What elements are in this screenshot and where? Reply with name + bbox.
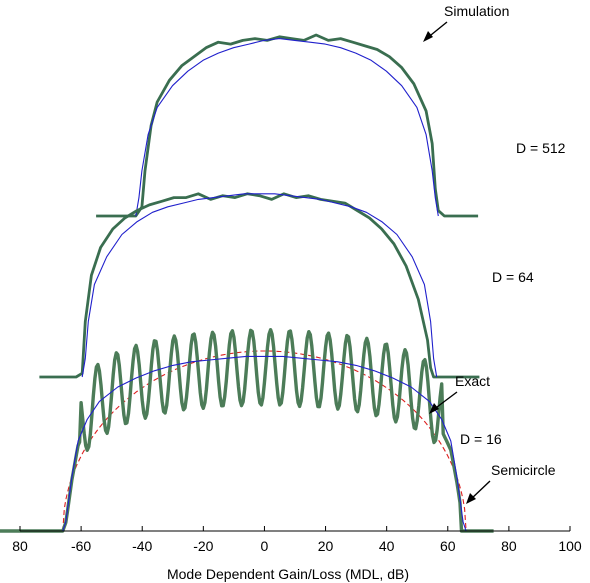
series-exact-d512	[135, 38, 439, 217]
x-tick-label: -20	[193, 538, 213, 554]
x-axis-label: Mode Dependent Gain/Loss (MDL, dB)	[167, 566, 409, 582]
x-tick-label: 20	[318, 538, 334, 554]
panel-d16	[0, 328, 494, 533]
panel-label-d512: D = 512	[516, 140, 566, 156]
series-simulation-d512	[96, 33, 479, 218]
panel-d512	[96, 33, 479, 218]
x-tick-label: -60	[71, 538, 91, 554]
x-tick-label: 60	[440, 538, 456, 554]
plot-area	[0, 33, 494, 533]
x-tick-label: 80	[501, 538, 517, 554]
x-tick-label: 100	[558, 538, 582, 554]
annotation-exact: Exact	[455, 373, 490, 389]
arrow-semicircle	[466, 480, 491, 504]
arrow-simulation	[423, 21, 448, 42]
x-tick-label: 0	[261, 538, 269, 554]
series-simulation-d64	[39, 192, 480, 379]
panel-label-d64: D = 64	[492, 269, 534, 285]
annotation-simulation: Simulation	[444, 3, 509, 19]
x-tick-label: 80	[12, 538, 28, 554]
series-exact-d64	[81, 193, 438, 378]
arrow-exact	[429, 391, 458, 414]
x-tick-label: 40	[379, 538, 395, 554]
x-tick-label: -40	[132, 538, 152, 554]
panel-d64	[39, 192, 480, 379]
annotation-semicircle: Semicircle	[491, 462, 556, 478]
panel-label-d16: D = 16	[460, 431, 502, 447]
series-simulation-d16	[0, 328, 494, 533]
x-axis: 80 -60 -40 -20 0 20 40 60 80 100	[12, 526, 582, 554]
